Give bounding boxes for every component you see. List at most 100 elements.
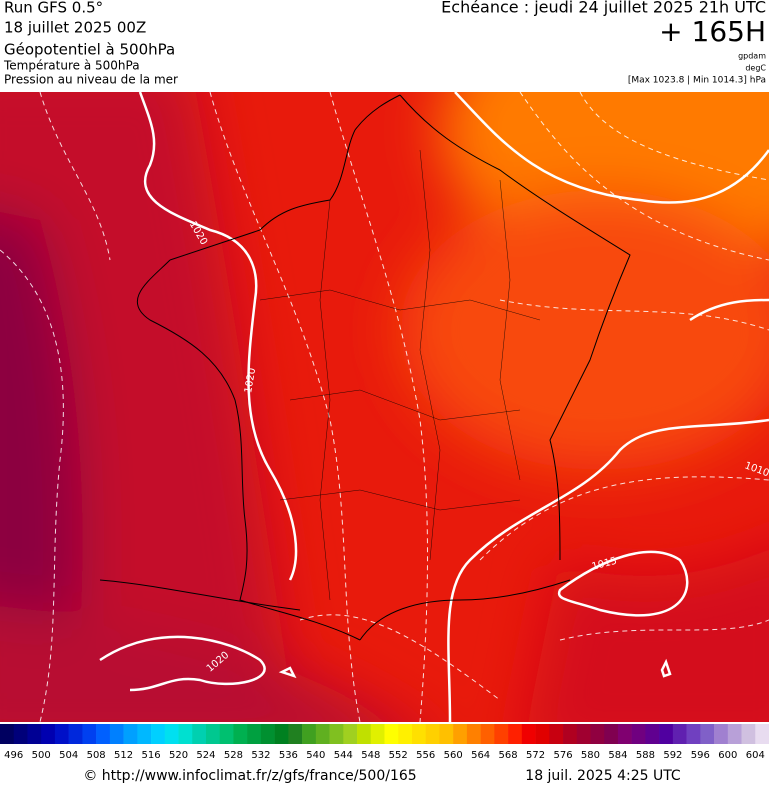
field: Pression au niveau de la mer: [4, 73, 178, 87]
field: Température à 500hPa: [3, 59, 140, 73]
field-shading: [0, 92, 769, 722]
colorbar-swatch: [302, 724, 317, 744]
colorbar-swatch: [123, 724, 138, 744]
colorbar-swatch: [398, 724, 413, 744]
colorbar-swatch: [164, 724, 179, 744]
colorbar-swatch: [260, 724, 275, 744]
colorbar-swatch: [13, 724, 28, 744]
isobar-label: 1020: [243, 367, 258, 394]
colorbar-swatch: [727, 724, 742, 744]
colorbar-swatch: [480, 724, 495, 744]
colorbar-label: 532: [251, 750, 270, 761]
colorbar-label: 524: [196, 750, 215, 761]
timestamp: 18 juil. 2025 4:25 UTC: [525, 768, 681, 784]
colorbar-swatch: [563, 724, 578, 744]
isotherms: [0, 92, 769, 722]
colorbar-label: 516: [142, 750, 161, 761]
field: Géopotentiel à 500hPa: [4, 41, 175, 59]
colorbar-swatch: [494, 724, 509, 744]
colorbar-swatch: [425, 724, 440, 744]
colorbar-swatch: [755, 724, 769, 744]
unit: degC: [745, 64, 766, 73]
run-date: 18 juillet 2025 00Z: [4, 19, 146, 37]
valid-time: Echéance : jeudi 24 juillet 2025 21h UTC: [441, 0, 766, 17]
colorbar-swatch: [617, 724, 632, 744]
source-url: © http://www.infoclimat.fr/z/gfs/france/…: [83, 768, 416, 784]
colorbar-swatch: [27, 724, 42, 744]
colorbar-swatch: [535, 724, 550, 744]
colorbar-swatch: [178, 724, 193, 744]
colorbar-label: 592: [663, 750, 682, 761]
colorbar-swatch: [247, 724, 262, 744]
colorbar-swatch: [137, 724, 152, 744]
colorbar-swatch: [82, 724, 97, 744]
colorbar-swatch: [672, 724, 687, 744]
colorbar-label: 512: [114, 750, 133, 761]
colorbar-label: 508: [87, 750, 106, 761]
colorbar-swatch: [508, 724, 523, 744]
colorbar-swatch: [741, 724, 756, 744]
colorbar-swatch: [0, 724, 15, 744]
colorbar-swatch: [521, 724, 536, 744]
colorbar-swatch: [549, 724, 564, 744]
lead-time: + 165H: [659, 15, 766, 48]
colorbar-label: 536: [279, 750, 298, 761]
colorbar-swatch: [370, 724, 385, 744]
colorbar-label: 564: [471, 750, 490, 761]
colorbar-label: 500: [32, 750, 51, 761]
unit: gpdam: [738, 52, 766, 61]
colorbar-swatch: [233, 724, 248, 744]
colorbar-label: 604: [746, 750, 765, 761]
colorbar-swatch: [384, 724, 399, 744]
colorbar-label: 568: [499, 750, 518, 761]
colorbar-swatch: [453, 724, 468, 744]
range: [Max 1023.8 | Min 1014.3] hPa: [628, 76, 766, 86]
colorbar-swatch: [315, 724, 330, 744]
colorbar-label: 560: [444, 750, 463, 761]
colorbar-swatch: [274, 724, 289, 744]
colorbar-label: 520: [169, 750, 188, 761]
colorbar-label: 588: [636, 750, 655, 761]
colorbar-label: 576: [553, 750, 572, 761]
regions: [259, 149, 541, 601]
colorbar-swatch: [686, 724, 701, 744]
colorbar-label: 540: [306, 750, 325, 761]
colorbar-swatch: [576, 724, 591, 744]
colorbar-swatch: [357, 724, 372, 744]
colorbar-swatch: [96, 724, 111, 744]
colorbar-swatch: [109, 724, 124, 744]
colorbar-swatch: [714, 724, 729, 744]
colorbar-label: 528: [224, 750, 243, 761]
colorbar: 496 500 504 508 512 516 520 524 528 532 536 540 544 5…: [0, 724, 769, 761]
colorbar-swatch: [466, 724, 481, 744]
colorbar-swatch: [631, 724, 646, 744]
colorbar-swatch: [205, 724, 221, 744]
colorbar-label: 596: [691, 750, 710, 761]
colorbar-swatch: [54, 724, 69, 744]
colorbar-label: 504: [59, 750, 78, 761]
colorbar-label: 584: [608, 750, 627, 761]
colorbar-swatch: [68, 724, 83, 744]
colorbar-swatch: [439, 724, 454, 744]
colorbar-swatch: [659, 724, 674, 744]
colorbar-label: 548: [361, 750, 380, 761]
colorbar-label: 552: [389, 750, 408, 761]
colorbar-swatch: [700, 724, 715, 744]
colorbar-swatch: [590, 724, 605, 744]
map: 1020 1020 1020 1010 1015: [0, 92, 769, 722]
colorbar-swatch: [343, 724, 358, 744]
colorbar-label: 556: [416, 750, 435, 761]
colorbar-swatch: [192, 724, 207, 744]
run: Run GFS 0.5°: [4, 0, 103, 17]
colorbar-label: 544: [334, 750, 353, 761]
colorbar-swatch: [329, 724, 344, 744]
colorbar-swatch: [288, 724, 303, 744]
colorbar-swatch: [41, 724, 56, 744]
colorbar-label: 572: [526, 750, 545, 761]
colorbar-swatch: [645, 724, 660, 744]
colorbar-label: 496: [4, 750, 23, 761]
colorbar-label: 600: [718, 750, 737, 761]
colorbar-swatch: [151, 724, 166, 744]
